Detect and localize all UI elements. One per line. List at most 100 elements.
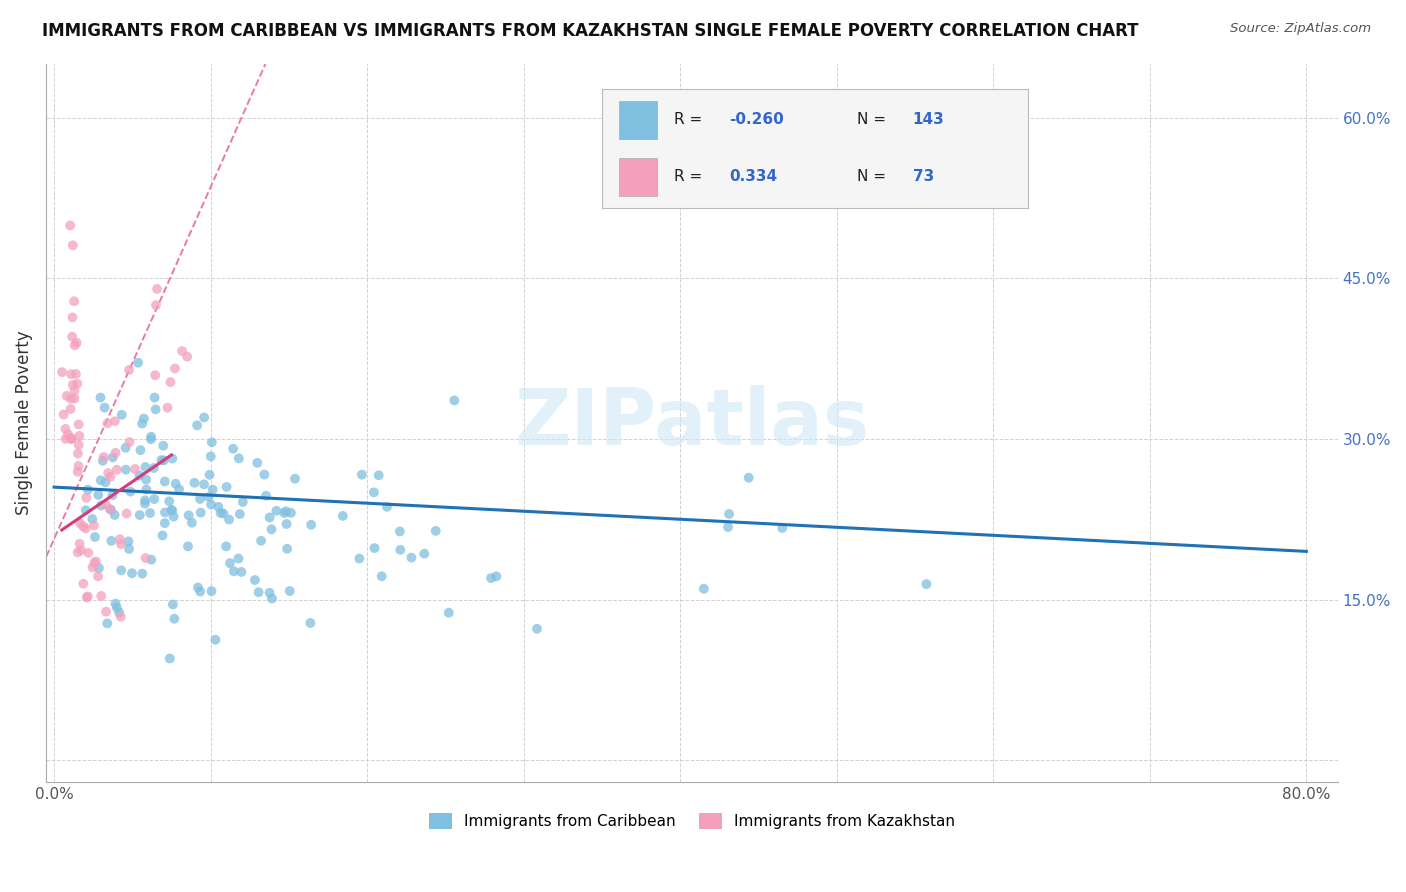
Point (276, 516, 298, 531)
Point (228, 551, 250, 566)
Point (363, 541, 385, 555)
Point (59, 431, 82, 445)
Point (150, 453, 173, 467)
Point (87, 569, 110, 583)
Point (62, 310, 84, 325)
Point (200, 584, 222, 599)
Point (163, 612, 186, 626)
Point (135, 551, 157, 566)
Point (401, 550, 423, 565)
Point (104, 597, 127, 611)
Point (87, 488, 110, 502)
Point (77, 546, 100, 560)
Point (259, 586, 281, 600)
Point (153, 453, 176, 467)
Point (139, 506, 162, 520)
Point (97, 466, 120, 480)
Point (63, 392, 86, 406)
Point (187, 581, 209, 595)
Point (89, 391, 111, 405)
Point (117, 534, 139, 549)
Point (159, 651, 181, 665)
Point (98, 470, 121, 484)
Point (215, 540, 238, 554)
Point (67, 458, 90, 473)
Point (55, 422, 77, 436)
Point (197, 490, 219, 504)
Point (115, 462, 138, 476)
Point (299, 517, 322, 532)
Point (159, 375, 181, 389)
Point (157, 494, 180, 508)
Point (389, 542, 412, 557)
Point (90, 499, 112, 513)
Point (59, 219, 82, 233)
Point (142, 461, 165, 475)
Point (55, 389, 77, 403)
Point (131, 566, 153, 581)
Point (105, 600, 128, 615)
Point (153, 505, 176, 519)
Point (186, 418, 208, 433)
Point (165, 476, 187, 491)
Point (274, 504, 297, 518)
Point (111, 408, 134, 422)
Point (375, 500, 398, 514)
Point (276, 541, 298, 556)
Legend: Immigrants from Caribbean, Immigrants from Kazakhstan: Immigrants from Caribbean, Immigrants fr… (423, 806, 960, 835)
Point (717, 520, 740, 534)
Point (104, 446, 127, 460)
Point (145, 402, 167, 417)
Point (143, 491, 166, 506)
Point (167, 483, 190, 497)
Point (87, 561, 110, 575)
Point (145, 298, 167, 312)
Point (215, 480, 238, 494)
Point (84, 530, 107, 544)
Point (91, 454, 114, 468)
Point (127, 356, 149, 370)
Point (100, 533, 122, 548)
Point (253, 467, 276, 482)
Point (479, 571, 502, 585)
Point (718, 507, 741, 521)
Point (200, 450, 222, 464)
Point (75, 491, 97, 505)
Point (55, 432, 77, 446)
Point (201, 483, 224, 497)
Point (443, 393, 465, 408)
Point (134, 493, 156, 508)
Point (250, 533, 273, 548)
Point (231, 565, 253, 579)
Point (437, 606, 460, 620)
Point (101, 450, 124, 465)
Point (134, 497, 156, 511)
Point (180, 516, 202, 530)
Point (204, 632, 226, 647)
Point (188, 584, 211, 599)
Point (76, 590, 98, 604)
Point (60, 368, 83, 382)
Point (135, 473, 157, 487)
Point (114, 441, 136, 455)
Point (266, 504, 288, 518)
Point (299, 615, 322, 630)
Point (128, 508, 150, 522)
Point (162, 509, 184, 524)
Point (118, 541, 141, 556)
Point (132, 411, 155, 425)
Point (76, 591, 98, 605)
Point (193, 477, 215, 491)
Point (72, 576, 94, 591)
Point (200, 498, 222, 512)
Point (146, 282, 169, 296)
Point (93, 450, 115, 464)
Point (332, 508, 354, 523)
Point (247, 585, 270, 599)
Point (152, 439, 174, 453)
Point (69, 537, 91, 551)
Point (363, 485, 385, 500)
Point (110, 610, 132, 624)
Point (94, 498, 117, 512)
Point (63, 338, 86, 352)
